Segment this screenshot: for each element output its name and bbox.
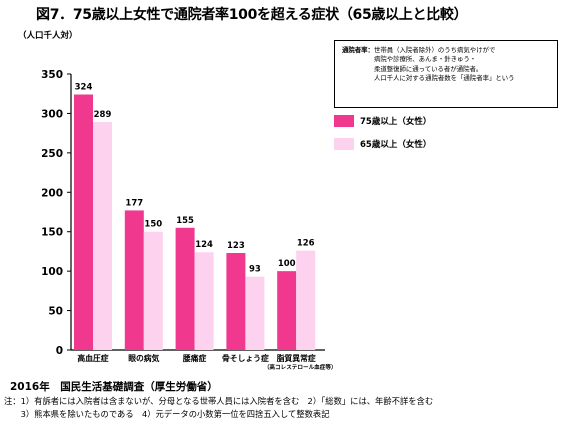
bar-65	[245, 276, 265, 350]
definition-note-line: 柔道整復師に通っている者が通院者。	[373, 64, 483, 73]
footnote-line-2: 3）熊本県を除いたものである 4）元データの小数第一位を四捨五入して整数表記	[4, 409, 330, 419]
definition-note-label: 通院者率：	[342, 46, 374, 54]
data-label: 177	[125, 198, 143, 208]
y-tick-label: 100	[41, 266, 63, 278]
category-label: 腰痛症	[182, 353, 207, 363]
data-label: 155	[176, 216, 194, 226]
definition-note-line: 世帯員（入院者除外）のうち病気やけがで	[373, 46, 496, 54]
legend-label-75: 75歳以上（女性）	[360, 117, 432, 127]
legend-item-75: 75歳以上（女性）	[334, 115, 431, 127]
data-label: 100	[278, 259, 296, 269]
definition-note-line: 人口千人に対する通院者数を「通院者率」という	[373, 73, 515, 82]
y-tick-label: 250	[41, 148, 63, 160]
data-source: 2016年 国民生活基礎調査（厚生労働省）	[10, 381, 218, 393]
data-label: 123	[227, 241, 245, 251]
category-sublabel: （高コレステロール血症等）	[264, 363, 337, 371]
bar-65	[143, 231, 163, 350]
y-tick-label: 200	[41, 187, 63, 199]
y-tick-label: 0	[56, 345, 63, 357]
legend-swatch-65	[334, 138, 354, 150]
legend-swatch-75	[334, 115, 354, 127]
chart-title: 図7．75歳以上女性で通院者率100を超える症状（65歳以上と比較）	[36, 7, 468, 23]
bar-75	[74, 94, 93, 350]
bar-75	[124, 210, 144, 350]
data-label: 124	[195, 240, 213, 250]
data-label: 324	[75, 83, 93, 93]
legend-item-65: 65歳以上（女性）	[334, 138, 431, 150]
y-axis-label: （人口千人対）	[18, 31, 78, 41]
data-label: 126	[297, 239, 315, 249]
category-label: 眼の病気	[128, 353, 159, 363]
footnote-line-1: 注：1）有訴者には入院者は含まないが、分母となる世帯人員には入院者を含む 2）「…	[4, 396, 434, 406]
category-label: 骨そしょう症	[222, 353, 269, 363]
definition-note: 通院者率： 世帯員（入院者除外）のうち病気やけがで 病院や診療所、あんま・針きゅ…	[334, 40, 558, 108]
bar-75	[226, 253, 246, 350]
data-label: 150	[144, 220, 162, 230]
data-label: 93	[249, 265, 261, 275]
data-label: 289	[94, 110, 112, 120]
bar-65	[296, 250, 316, 350]
legend-label-65: 65歳以上（女性）	[360, 140, 432, 150]
y-tick-label: 300	[41, 108, 63, 120]
bar-65	[194, 252, 214, 350]
category-label: 脂質異常症	[276, 353, 316, 363]
bar-65	[93, 122, 112, 350]
bar-75	[175, 227, 195, 350]
bar-75	[277, 271, 297, 350]
y-tick-label: 150	[41, 227, 63, 239]
y-tick-label: 50	[48, 306, 63, 318]
y-tick-label: 350	[41, 69, 63, 81]
definition-note-line: 病院や診療所、あんま・針きゅう・	[373, 55, 477, 64]
category-label: 高血圧症	[77, 353, 108, 363]
